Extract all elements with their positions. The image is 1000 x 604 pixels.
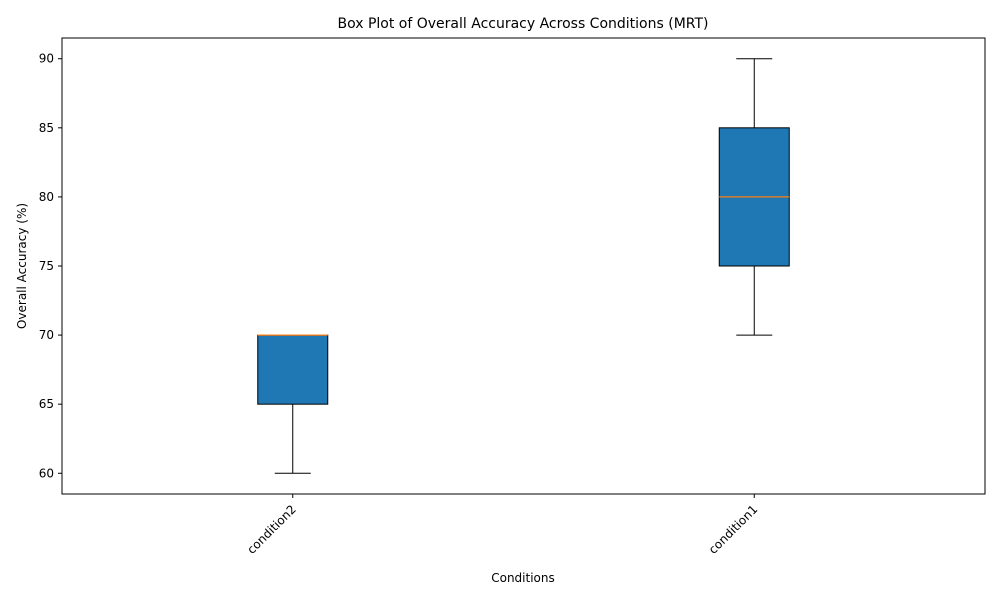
- iqr-box: [257, 334, 329, 405]
- plot-area: 60 65 70 75 80 85 90 condition2 condition1: [39, 37, 986, 557]
- y-tick-label: 75: [39, 259, 54, 273]
- chart-title: Box Plot of Overall Accuracy Across Cond…: [338, 16, 709, 32]
- x-tick-label: condition1: [706, 502, 761, 557]
- y-tick-label: 60: [39, 466, 54, 480]
- y-tick-label: 65: [39, 397, 54, 411]
- y-tick-label: 85: [39, 121, 54, 135]
- x-axis-label: Conditions: [491, 571, 555, 585]
- plot-frame: [61, 37, 986, 495]
- x-tick-label: condition2: [244, 502, 299, 557]
- y-tick-label: 90: [39, 52, 54, 66]
- y-axis-label: Overall Accuracy (%): [15, 203, 29, 329]
- y-tick-label: 70: [39, 328, 54, 342]
- y-tick-label: 80: [39, 190, 54, 204]
